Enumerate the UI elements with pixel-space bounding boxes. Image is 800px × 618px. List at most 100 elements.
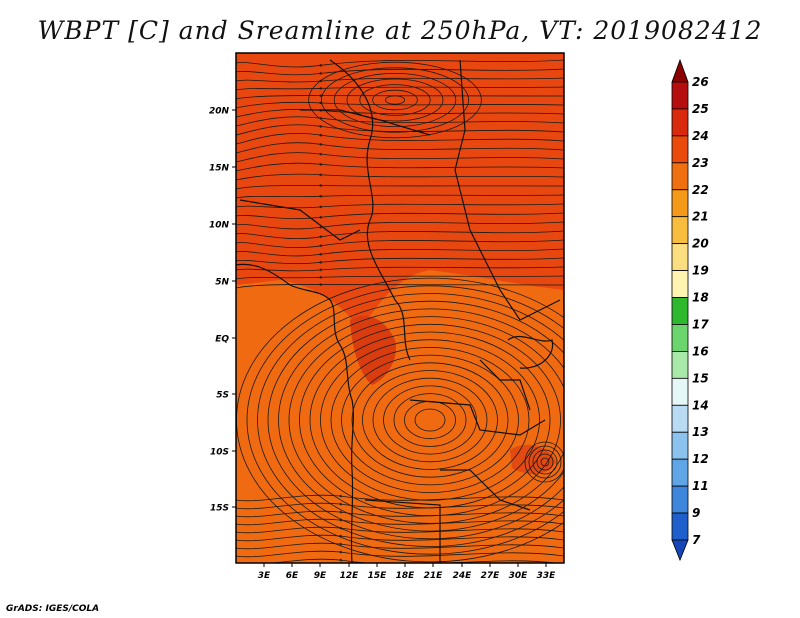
streamline (236, 550, 564, 558)
streamline (236, 282, 564, 289)
streamline (236, 534, 564, 542)
streamline (236, 101, 564, 109)
colorbar-label: 24 (692, 129, 709, 143)
lon-tick-label: 30E (509, 571, 529, 581)
streamline (308, 61, 482, 139)
streamline (236, 162, 564, 172)
colorbar-swatch (671, 135, 689, 164)
streamline (257, 293, 564, 547)
streamline (536, 453, 554, 471)
streamline (236, 239, 564, 249)
field-northern-band (236, 53, 564, 330)
colorbar-swatch (671, 351, 689, 379)
lat-tick-label: EQ (215, 335, 229, 345)
streamline (346, 78, 444, 122)
colorbar-swatch (671, 404, 689, 433)
colorbar-label: 25 (692, 102, 709, 116)
colorbar-label: 20 (692, 237, 709, 251)
lon-tick-label: 24E (453, 571, 473, 581)
colorbar-swatch (671, 377, 689, 406)
colorbar-swatch (671, 324, 689, 352)
colorbar-swatch (671, 189, 689, 218)
streamline (236, 152, 564, 163)
country-borders (236, 59, 561, 563)
colorbar-label: 14 (692, 398, 709, 412)
colorbar-swatch (671, 458, 689, 487)
colorbar-swatch (671, 270, 689, 298)
lon-tick-label: 9E (314, 571, 327, 581)
streamline (236, 542, 564, 550)
streamline (236, 77, 564, 83)
lat-tick-label: 15N (209, 164, 230, 174)
colorbar-label: 9 (692, 506, 700, 520)
colorbar-swatch (671, 81, 689, 110)
streamline (236, 124, 564, 136)
streamline (236, 183, 564, 190)
colorbar-label: 19 (692, 264, 709, 278)
streamline (384, 95, 405, 105)
streamline (372, 377, 488, 463)
longitude-axis: 3E 6E 9E 12E 15E 18E 21E 24E 27E 30E 33E (258, 563, 556, 581)
streamline (236, 212, 564, 220)
streamline (236, 526, 564, 534)
colorbar: 26 25 24 23 22 21 20 19 18 17 16 15 14 13 12 11 9 7 (671, 58, 709, 562)
colorbar-swatch (671, 243, 689, 271)
colorbar-label: 17 (692, 317, 709, 331)
lon-tick-label: 15E (368, 571, 388, 581)
streamline (236, 173, 564, 181)
streamline (540, 457, 550, 467)
colorbar-top-arrow (671, 58, 689, 83)
streamline (236, 230, 564, 240)
streamline (236, 194, 564, 199)
streamline (320, 339, 540, 501)
credit-text: GrADS: IGES/COLA (6, 604, 100, 614)
streamline (341, 354, 519, 486)
streamline (330, 346, 530, 493)
colorbar-label: 22 (692, 183, 709, 197)
streamline (414, 408, 446, 432)
streamline (236, 502, 564, 510)
lon-tick-label: 12E (340, 571, 360, 581)
colorbar-label: 21 (692, 210, 709, 224)
streamline (236, 275, 564, 280)
streamline (236, 221, 564, 230)
streamline (236, 518, 564, 526)
streamline (278, 308, 564, 532)
colorbar-label: 23 (692, 156, 709, 170)
colorbar-bottom-arrow (671, 539, 689, 562)
lon-tick-label: 6E (286, 571, 299, 581)
colorbar-swatch (671, 512, 689, 541)
lat-tick-label: 15S (210, 504, 229, 514)
streamline (362, 370, 498, 470)
colorbar-swatch (671, 431, 689, 460)
streamline (246, 285, 564, 555)
lat-tick-label: 5N (215, 278, 229, 288)
colorbar-label: 18 (692, 291, 709, 305)
colorbar-label: 12 (692, 452, 709, 466)
colorbar-label: 26 (692, 75, 709, 89)
streamline (236, 94, 564, 100)
lat-tick-label: 20N (209, 107, 230, 117)
colorbar-label: 15 (692, 371, 709, 385)
streamline (267, 300, 564, 540)
chart-title: WBPT [C] and Sreamline at 250hPa, VT: 20… (37, 16, 763, 45)
streamline (236, 203, 564, 209)
colorbar-label: 7 (692, 533, 701, 547)
streamline (236, 116, 564, 127)
streamline (372, 89, 418, 111)
colorbar-label: 13 (692, 425, 709, 439)
streamline (236, 510, 564, 518)
lat-tick-label: 5S (216, 391, 229, 401)
lon-tick-label: 3E (258, 571, 271, 581)
streamline (236, 59, 564, 68)
lon-tick-label: 21E (424, 571, 444, 581)
colorbar-swatch (671, 162, 689, 191)
lon-tick-label: 33E (537, 571, 557, 581)
streamline (351, 362, 509, 478)
lon-tick-label: 18E (396, 571, 416, 581)
streamline (528, 445, 562, 479)
colorbar-swatch (671, 485, 689, 514)
lat-tick-label: 10S (210, 448, 229, 458)
streamline (236, 494, 564, 502)
